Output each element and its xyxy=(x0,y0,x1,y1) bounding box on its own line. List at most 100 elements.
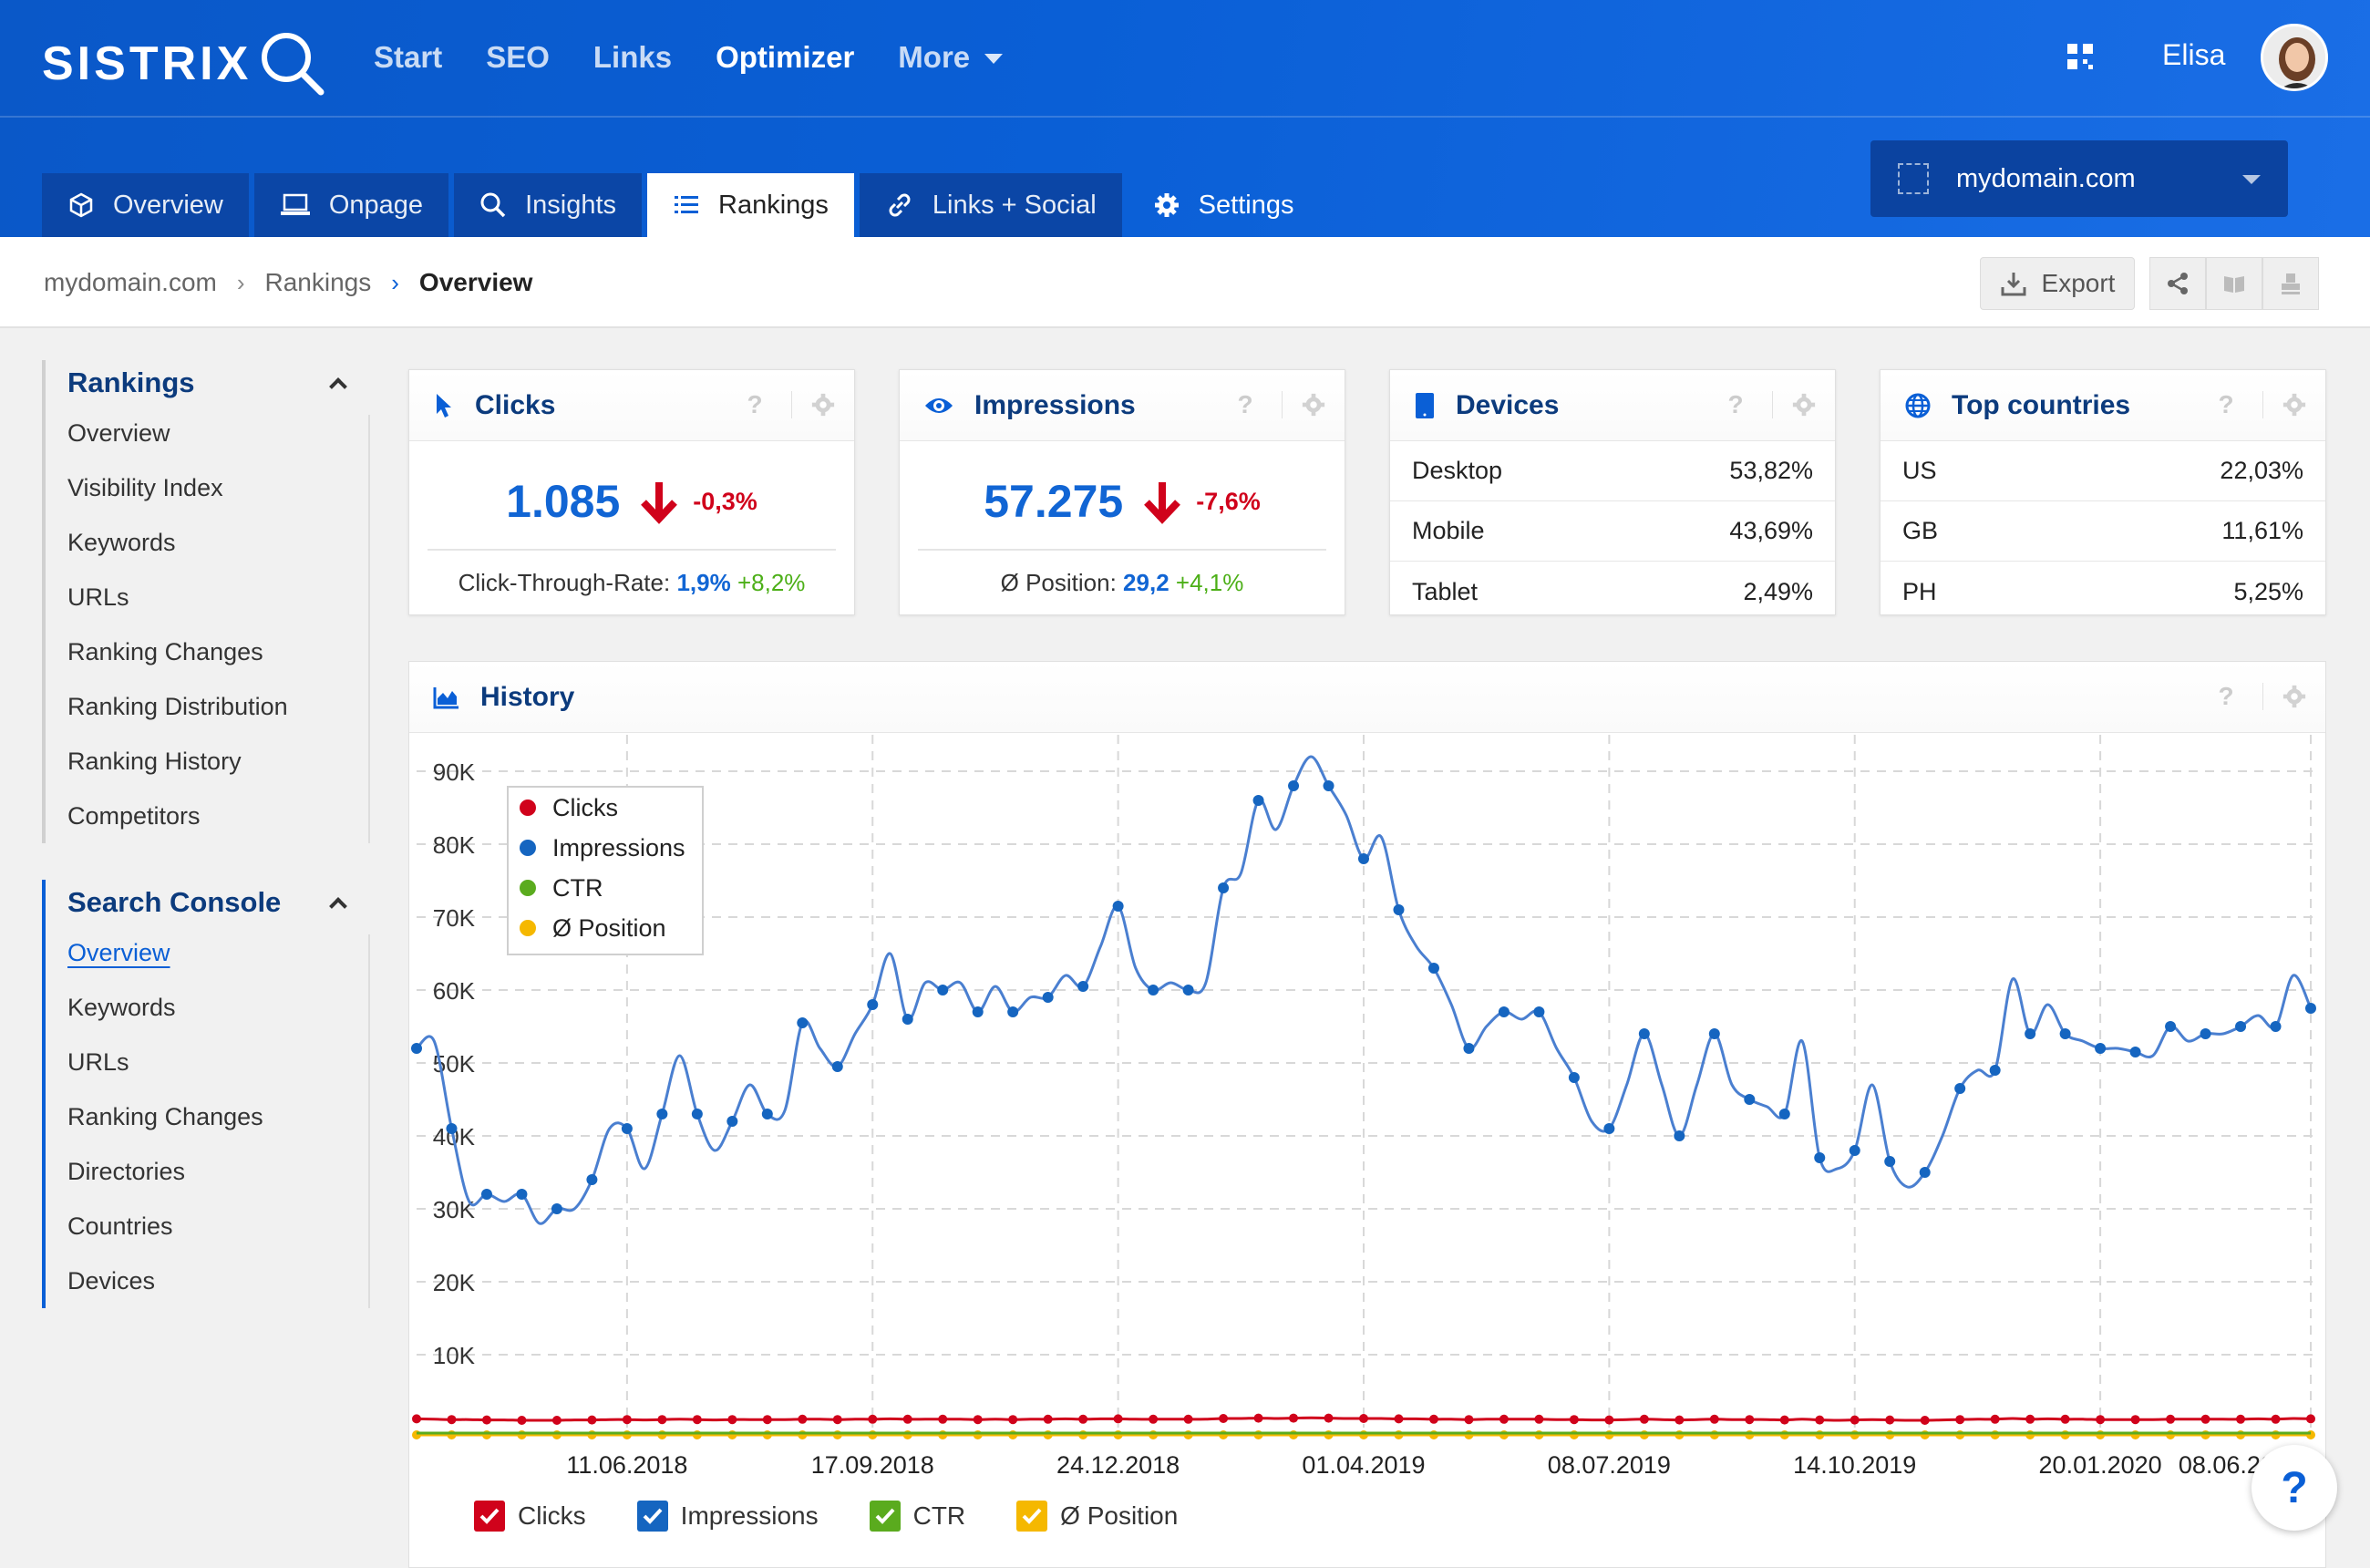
legend-item-clicks[interactable]: Clicks xyxy=(509,788,702,828)
sidebar-item-sc-directories[interactable]: Directories xyxy=(67,1157,186,1185)
tab-settings[interactable]: Settings xyxy=(1128,173,1320,237)
export-button[interactable]: Export xyxy=(1980,257,2135,310)
gear-icon[interactable] xyxy=(810,392,836,418)
legend-dot xyxy=(520,840,536,856)
username[interactable]: Elisa xyxy=(2162,38,2226,71)
share-icon xyxy=(2168,273,2188,294)
point-clicks xyxy=(2096,1415,2106,1425)
sidebar-item-sc-ranking-changes[interactable]: Ranking Changes xyxy=(67,1102,263,1130)
point-impressions xyxy=(1849,1145,1860,1156)
point-impressions xyxy=(1638,1028,1650,1039)
sidebar-item-sc-urls[interactable]: URLs xyxy=(67,1047,129,1076)
stamp-button[interactable] xyxy=(2262,257,2319,310)
help-icon[interactable]: ? xyxy=(2218,682,2234,710)
nav-optimizer[interactable]: Optimizer xyxy=(716,40,855,74)
sidebar-group-title-search-console[interactable]: Search Console xyxy=(46,880,370,925)
card-tools: ? xyxy=(737,390,836,419)
sidebar-item-sc-keywords[interactable]: Keywords xyxy=(67,993,176,1021)
nav-seo[interactable]: SEO xyxy=(486,40,550,74)
gear-icon[interactable] xyxy=(1791,392,1817,418)
chevron-right-icon: › xyxy=(391,268,399,296)
user-avatar[interactable] xyxy=(2261,24,2328,91)
table-row: Tablet 2,49% xyxy=(1390,562,1835,622)
nav-links[interactable]: Links xyxy=(592,40,673,74)
gear-icon[interactable] xyxy=(1301,392,1326,418)
help-icon[interactable]: ? xyxy=(2218,390,2234,418)
position-value: 29,2 xyxy=(1123,569,1170,596)
tab-overview[interactable]: Overview xyxy=(42,173,249,237)
breadcrumb-rankings[interactable]: Rankings xyxy=(264,268,372,296)
toggle-ctr[interactable]: CTR xyxy=(869,1501,966,1532)
arrow-down-icon xyxy=(641,482,678,524)
tab-overview-label: Overview xyxy=(113,190,223,220)
sidebar-item-sc-overview[interactable]: Overview xyxy=(67,938,170,966)
sidebar-item-ranking-changes[interactable]: Ranking Changes xyxy=(67,637,263,665)
nav-more[interactable]: More xyxy=(898,40,1004,75)
point-clicks xyxy=(1043,1414,1053,1424)
checkbox-checked-icon xyxy=(869,1501,901,1532)
domain-select[interactable]: mydomain.com xyxy=(1870,140,2288,217)
tab-links-social[interactable]: Links + Social xyxy=(859,173,1122,237)
point-clicks xyxy=(481,1415,491,1425)
sidebar-item-ranking-distribution[interactable]: Ranking Distribution xyxy=(67,692,288,720)
divider xyxy=(428,549,836,551)
point-clicks xyxy=(1745,1415,1755,1425)
sidebar-item-competitors[interactable]: Competitors xyxy=(67,801,201,830)
point-clicks xyxy=(587,1415,597,1425)
point-impressions xyxy=(621,1123,633,1134)
tab-rankings[interactable]: Rankings xyxy=(647,173,854,237)
nav-start[interactable]: Start xyxy=(374,40,443,74)
device-value: 43,69% xyxy=(1729,517,1813,544)
help-icon[interactable]: ? xyxy=(1237,390,1253,418)
book-button[interactable] xyxy=(2206,257,2262,310)
sidebar-group-title-rankings[interactable]: Rankings xyxy=(46,360,370,406)
sidebar-item-urls[interactable]: URLs xyxy=(67,583,129,611)
sidebar-item-visibility-index[interactable]: Visibility Index xyxy=(67,473,223,501)
tab-insights[interactable]: Insights xyxy=(454,173,643,237)
sidebar-item-overview[interactable]: Overview xyxy=(67,418,170,447)
toggle-impressions[interactable]: Impressions xyxy=(636,1501,819,1532)
divider xyxy=(791,391,792,418)
gear-icon[interactable] xyxy=(2282,392,2307,418)
toggle-label: CTR xyxy=(912,1501,966,1530)
breadcrumb-domain[interactable]: mydomain.com xyxy=(44,268,217,296)
point-impressions xyxy=(2059,1028,2071,1039)
help-icon[interactable]: ? xyxy=(747,390,763,418)
point-impressions xyxy=(1042,992,1054,1003)
point-clicks xyxy=(868,1414,878,1424)
legend-item-ctr[interactable]: CTR xyxy=(509,868,702,908)
point-clicks xyxy=(1955,1415,1965,1425)
tab-onpage[interactable]: Onpage xyxy=(253,173,449,237)
sistrix-logo[interactable]: SISTRIX xyxy=(42,27,328,100)
gear-icon[interactable] xyxy=(2282,684,2307,709)
point-clicks xyxy=(1674,1415,1685,1425)
point-impressions xyxy=(867,999,879,1010)
grid-apps-icon[interactable] xyxy=(2066,42,2095,71)
sidebar-item-sc-devices[interactable]: Devices xyxy=(67,1266,156,1295)
point-impressions xyxy=(1007,1006,1019,1017)
table-row: PH 5,25% xyxy=(1881,562,2325,622)
point-clicks xyxy=(2200,1414,2210,1424)
help-icon[interactable]: ? xyxy=(1727,390,1744,418)
legend-item-position[interactable]: Ø Position xyxy=(509,908,702,948)
country-value: 5,25% xyxy=(2233,577,2303,605)
help-fab-button[interactable]: ? xyxy=(2252,1445,2337,1531)
x-tick-label: 14.10.2019 xyxy=(1793,1451,1916,1479)
toggle-position[interactable]: Ø Position xyxy=(1016,1501,1178,1532)
point-impressions xyxy=(1427,963,1439,974)
toggle-clicks[interactable]: Clicks xyxy=(474,1501,586,1532)
legend-item-impressions[interactable]: Impressions xyxy=(509,828,702,868)
point-impressions xyxy=(1252,795,1264,806)
history-panel: History ? 10K 20K 30K 40K 50K 60K 70K 80K 90K 11.… xyxy=(408,661,2326,1568)
share-button[interactable] xyxy=(2149,257,2206,310)
sidebar-item-ranking-history[interactable]: Ranking History xyxy=(67,747,242,775)
sidebar-item-keywords[interactable]: Keywords xyxy=(67,528,176,556)
point-clicks xyxy=(447,1415,457,1425)
point-clicks xyxy=(727,1415,737,1425)
point-clicks xyxy=(1219,1414,1229,1423)
sidebar-item-sc-countries[interactable]: Countries xyxy=(67,1212,173,1240)
point-impressions xyxy=(586,1174,598,1185)
avatar-image xyxy=(2263,26,2325,88)
point-clicks xyxy=(1850,1415,1860,1425)
book-icon xyxy=(2224,276,2244,293)
